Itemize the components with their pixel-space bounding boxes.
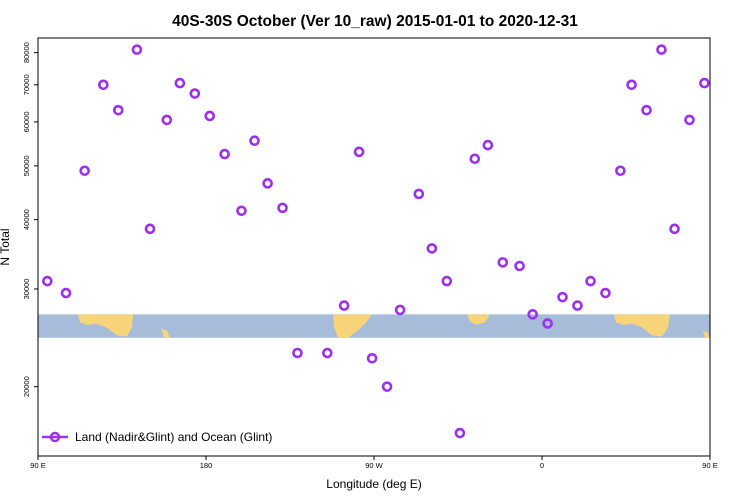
data-point	[60, 287, 72, 299]
x-tick-label: 90 E	[30, 461, 45, 470]
data-point	[42, 275, 53, 287]
data-point	[557, 291, 568, 303]
data-point	[482, 139, 494, 151]
data-point	[174, 77, 186, 89]
data-point	[292, 347, 303, 359]
data-point	[615, 165, 626, 177]
data-point	[641, 104, 652, 116]
data-point	[161, 114, 173, 126]
y-axis-ticks: 20000 30000 40000 50000 60000 70000 80000	[22, 42, 38, 397]
data-point	[236, 205, 247, 217]
legend-marker	[49, 431, 61, 443]
y-tick-label: 40000	[22, 209, 31, 230]
data-point	[98, 79, 109, 91]
data-point	[669, 223, 680, 235]
legend-label: Land (Nadir&Glint) and Ocean (Glint)	[75, 430, 272, 444]
map-band	[38, 314, 710, 338]
legend: Land (Nadir&Glint) and Ocean (Glint)	[42, 430, 272, 444]
map-land-0	[78, 314, 133, 337]
y-tick-label: 50000	[22, 155, 31, 176]
data-point	[656, 44, 667, 55]
data-point	[353, 146, 365, 158]
map-land-5	[703, 330, 710, 338]
x-tick-label: 0	[540, 461, 544, 470]
data-point	[600, 287, 611, 299]
data-point	[514, 260, 525, 272]
x-tick-label: 90 W	[365, 461, 383, 470]
data-point	[366, 352, 378, 364]
data-point	[204, 110, 216, 122]
data-point	[144, 223, 156, 235]
data-point	[249, 135, 260, 147]
y-tick-label: 20000	[22, 376, 31, 397]
x-axis-ticks: 90 E 180 90 W 0 90 E	[30, 456, 718, 470]
data-point	[626, 79, 637, 91]
data-point	[394, 304, 406, 316]
data-point	[112, 104, 124, 116]
x-tick-label: 180	[200, 461, 213, 470]
data-point	[497, 257, 509, 268]
y-tick-label: 70000	[22, 74, 31, 95]
data-point	[381, 381, 393, 392]
x-axis-label: Longitude (deg E)	[326, 477, 421, 491]
chart-title: 40S-30S October (Ver 10_raw) 2015-01-01 …	[172, 13, 578, 30]
y-tick-label: 80000	[22, 42, 31, 63]
data-point	[79, 165, 90, 177]
map-land-1	[614, 314, 670, 337]
data-point	[469, 153, 481, 165]
data-point	[189, 88, 201, 99]
y-tick-label: 30000	[22, 279, 31, 300]
data-point	[542, 318, 553, 329]
data-points	[42, 44, 710, 439]
data-point	[441, 275, 453, 287]
data-point	[322, 347, 333, 359]
data-point	[219, 148, 230, 160]
plot-area-frame	[37, 37, 711, 457]
data-point	[131, 44, 143, 55]
data-point	[684, 114, 695, 126]
x-tick-label: 90 E	[702, 461, 717, 470]
map-land-2	[333, 314, 372, 338]
data-point	[426, 243, 438, 254]
data-point	[572, 300, 583, 311]
map-land-3	[467, 314, 490, 325]
data-point	[413, 188, 425, 200]
data-point	[338, 300, 350, 311]
y-tick-label: 60000	[22, 112, 31, 133]
map-ocean	[38, 314, 710, 338]
data-point	[527, 309, 538, 320]
data-point	[277, 202, 288, 214]
map-land-4	[161, 328, 170, 338]
data-point	[699, 77, 710, 89]
data-point	[454, 427, 466, 439]
y-axis-label: N Total	[0, 228, 12, 265]
data-point	[585, 275, 596, 287]
data-point	[262, 178, 273, 189]
